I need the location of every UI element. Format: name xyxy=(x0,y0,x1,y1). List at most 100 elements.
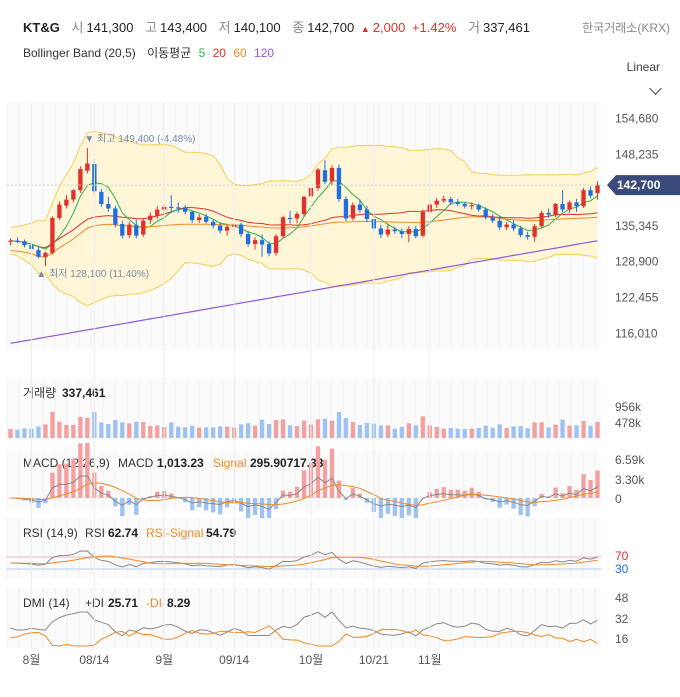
bollinger-upper xyxy=(10,130,598,228)
volume-bar xyxy=(546,427,551,438)
macd-hist xyxy=(99,485,104,498)
ma-20[interactable]: 20 xyxy=(212,46,226,60)
candle xyxy=(385,224,391,238)
scale-mode-dropdown[interactable]: Linear xyxy=(626,60,660,74)
candle-body xyxy=(441,199,446,201)
macd-hist xyxy=(113,498,118,507)
macd-hist xyxy=(315,446,321,498)
candle xyxy=(190,210,195,223)
date-tick: 09/14 xyxy=(219,653,249,667)
dmi-tick: 16 xyxy=(615,632,629,646)
macd-hist xyxy=(71,458,76,498)
ma-60[interactable]: 60 xyxy=(233,46,247,60)
candle-body xyxy=(106,204,111,209)
candle xyxy=(546,208,551,218)
candle-body xyxy=(504,224,509,228)
macd-hist xyxy=(266,498,272,527)
volume-bar xyxy=(22,428,27,438)
candle-body xyxy=(252,240,258,244)
candle-body xyxy=(169,206,174,208)
candle-body xyxy=(315,169,321,188)
volume-bar xyxy=(364,423,370,438)
volume-bar xyxy=(155,425,160,438)
candle xyxy=(238,222,244,238)
volume-bar xyxy=(595,422,600,438)
candle xyxy=(476,203,481,212)
candle xyxy=(245,230,251,247)
candle xyxy=(399,228,405,239)
candle-body xyxy=(294,214,300,219)
dmi-mdi-label: -DI xyxy=(146,596,162,610)
candle xyxy=(504,221,509,231)
macd-hist xyxy=(190,498,195,511)
candle xyxy=(8,238,13,246)
volume-bar xyxy=(287,425,293,438)
macd-hist xyxy=(385,498,391,514)
volume-bar xyxy=(259,419,265,438)
close-value: 142,700 xyxy=(307,20,355,35)
volume-bar xyxy=(553,424,558,438)
ma-120[interactable]: 120 xyxy=(254,46,275,60)
high-annotation: ▼ 최고 149,400 (-4.48%) xyxy=(84,133,195,145)
macd-hist xyxy=(462,490,467,498)
candle-body xyxy=(245,233,251,244)
volume-bar xyxy=(560,419,565,438)
volume-bar xyxy=(392,428,398,438)
price-tick: 122,455 xyxy=(615,291,659,305)
open-label: 시 xyxy=(71,20,84,35)
candle xyxy=(462,201,467,209)
volume-bar xyxy=(504,428,509,438)
volume-value: 337,461 xyxy=(482,20,530,35)
volume-bar xyxy=(469,428,474,438)
volume-bar xyxy=(525,428,530,438)
candle xyxy=(155,206,160,220)
volume-bar xyxy=(385,425,391,438)
volume-bar xyxy=(406,423,411,438)
change-percent: +1.42% xyxy=(411,20,457,35)
candle xyxy=(357,199,363,213)
macd-hist xyxy=(64,463,69,498)
macd-hist xyxy=(567,486,572,498)
ma-5[interactable]: 5 xyxy=(198,46,206,60)
candle xyxy=(343,196,349,222)
change-up-icon: ▲ xyxy=(360,24,370,34)
date-tick: 11월 xyxy=(418,653,442,667)
candle xyxy=(595,181,600,200)
price-tick: 154,680 xyxy=(615,112,659,126)
candle xyxy=(469,202,474,210)
candle xyxy=(36,247,41,259)
candle xyxy=(483,207,488,220)
candle xyxy=(448,196,453,206)
macd-hist xyxy=(106,490,111,498)
macd-hist xyxy=(197,498,202,508)
rsi-panel-bg xyxy=(7,518,601,578)
candle-body xyxy=(511,224,516,229)
candle-body xyxy=(99,191,104,205)
candle-body xyxy=(57,204,62,218)
volume-bar xyxy=(280,419,286,438)
candle-body xyxy=(78,169,83,191)
volume-bar xyxy=(203,427,209,438)
bollinger-label[interactable]: Bollinger Band (20,5) xyxy=(23,46,136,60)
volume-bar xyxy=(57,421,62,438)
candle-body xyxy=(224,226,230,231)
candle xyxy=(15,237,20,243)
macd-hist xyxy=(280,490,286,498)
volume-bar xyxy=(148,426,153,438)
candle-body xyxy=(71,190,76,200)
volume-bar xyxy=(71,425,76,438)
bollinger-lower xyxy=(10,253,598,307)
volume-tick: 478k xyxy=(615,416,642,430)
macd-hist xyxy=(127,498,132,505)
ma-label[interactable]: 이동평균 xyxy=(147,46,192,60)
candle-body xyxy=(476,205,481,210)
macd-hist xyxy=(581,474,586,498)
volume-bar xyxy=(420,416,425,438)
candle xyxy=(378,225,384,238)
volume-bar xyxy=(539,422,544,438)
volume-bar xyxy=(266,424,272,438)
macd-signal-value: 295.90717.33 xyxy=(250,456,324,470)
volume-bar xyxy=(273,420,279,438)
candle-body xyxy=(455,202,460,205)
